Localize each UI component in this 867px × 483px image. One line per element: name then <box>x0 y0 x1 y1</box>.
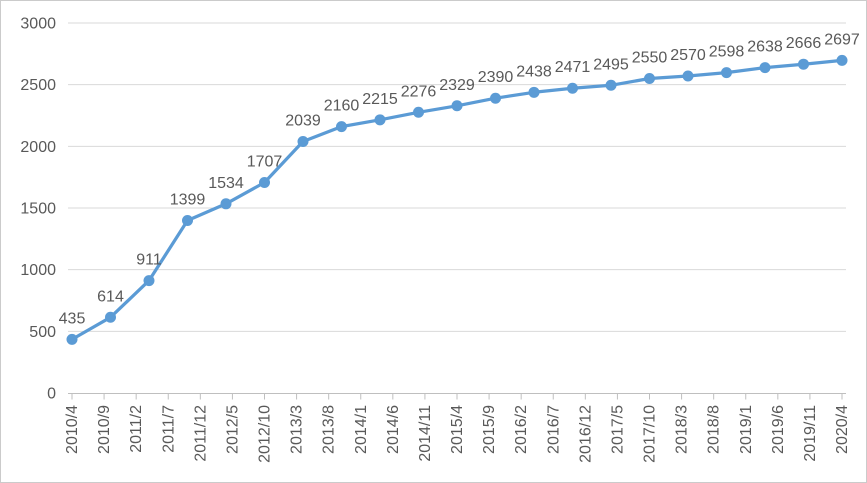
y-axis-tick-label: 3000 <box>20 16 56 33</box>
data-point-marker <box>605 79 617 91</box>
x-axis-tick-label: 2014/1 <box>353 405 370 454</box>
data-label: 2550 <box>632 50 668 67</box>
y-axis-tick-label: 2500 <box>20 77 56 94</box>
data-point-marker <box>721 67 732 79</box>
data-point-marker <box>836 54 848 66</box>
y-axis-tick-label: 0 <box>47 386 56 403</box>
x-axis-tick-label: 2019/6 <box>770 405 787 454</box>
data-label: 911 <box>136 252 162 269</box>
x-axis-tick-label: 2014/11 <box>417 405 434 462</box>
data-label: 2471 <box>555 59 591 76</box>
data-label: 2215 <box>362 91 398 108</box>
x-axis-tick-label: 2018/3 <box>674 405 691 454</box>
data-label: 2666 <box>786 35 822 52</box>
x-axis-tick-label: 2015/4 <box>449 405 466 454</box>
data-label: 2598 <box>709 44 745 61</box>
x-axis-tick-label: 2016/2 <box>513 405 530 454</box>
x-axis-tick-label: 2017/5 <box>609 405 626 454</box>
x-axis-tick-label: 2019/1 <box>738 405 755 454</box>
data-label: 2160 <box>324 98 360 115</box>
data-label: 1399 <box>170 191 206 208</box>
data-point-marker <box>490 92 501 104</box>
data-label: 2570 <box>670 47 706 64</box>
data-label: 2039 <box>285 113 321 130</box>
data-point-marker <box>528 86 540 98</box>
x-axis-tick-label: 2012/10 <box>257 405 274 463</box>
data-point-marker <box>259 176 270 188</box>
x-axis-tick-label: 2014/6 <box>385 405 402 454</box>
x-axis-tick-label: 2020/4 <box>834 405 851 454</box>
data-point-marker <box>143 275 155 287</box>
x-axis-tick-label: 2017/10 <box>642 405 659 463</box>
data-point-marker <box>682 70 694 82</box>
data-label: 2697 <box>824 31 860 48</box>
y-axis-tick-label: 1000 <box>20 262 56 279</box>
data-label: 2638 <box>747 39 783 56</box>
data-label: 2276 <box>401 83 437 100</box>
data-label: 2438 <box>516 63 552 80</box>
data-label: 2329 <box>439 77 475 94</box>
data-point-marker <box>759 62 771 74</box>
data-point-marker <box>66 333 78 345</box>
x-axis-tick-label: 2019/11 <box>802 405 819 462</box>
x-axis-tick-label: 2013/8 <box>321 405 338 454</box>
x-axis-tick-label: 2012/5 <box>224 405 241 454</box>
data-point-marker <box>220 198 232 210</box>
x-axis-tick-label: 2011/2 <box>128 405 145 453</box>
x-axis-tick-label: 2016/7 <box>545 405 562 454</box>
data-label: 1707 <box>247 153 283 170</box>
data-point-marker <box>297 136 309 148</box>
x-axis-tick-label: 2010/9 <box>96 405 113 454</box>
x-axis-tick-label: 2011/7 <box>160 405 177 453</box>
data-label: 2390 <box>478 69 514 86</box>
data-label: 614 <box>97 288 124 305</box>
x-axis-tick-label: 2010/4 <box>64 405 81 454</box>
data-point-marker <box>105 311 116 323</box>
x-axis-tick-label: 2013/3 <box>289 405 306 454</box>
data-label: 1534 <box>208 175 244 192</box>
x-axis-tick-label: 2011/12 <box>192 405 209 462</box>
y-axis-tick-label: 1500 <box>20 201 56 218</box>
data-point-marker <box>567 82 578 94</box>
y-axis-tick-label: 2000 <box>20 139 56 156</box>
data-point-marker <box>798 58 809 70</box>
data-point-marker <box>413 106 424 118</box>
data-label: 2495 <box>593 56 629 73</box>
data-point-marker <box>644 73 655 84</box>
x-axis-tick-label: 2015/9 <box>481 405 498 454</box>
data-point-marker <box>336 121 347 133</box>
x-axis-tick-label: 2018/8 <box>706 405 723 454</box>
data-point-marker <box>451 100 463 112</box>
data-point-marker <box>182 214 193 226</box>
data-label: 435 <box>59 310 86 327</box>
data-point-marker <box>374 114 386 126</box>
x-axis-tick-label: 2016/12 <box>577 405 594 463</box>
y-axis-tick-label: 500 <box>29 324 56 341</box>
